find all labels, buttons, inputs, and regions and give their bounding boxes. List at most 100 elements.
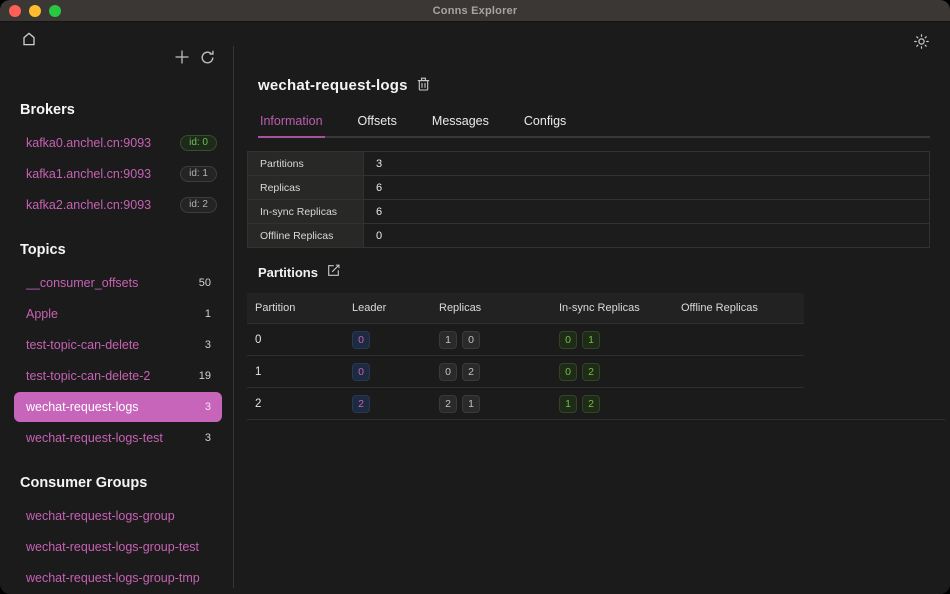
sidebar: Brokers kafka0.anchel.cn:9093 id: 0 kafk… bbox=[0, 22, 233, 594]
consumer-group-item[interactable]: wechat-request-logs-group bbox=[14, 501, 222, 531]
insync-replica-badge: 0 bbox=[559, 362, 577, 381]
partition-id: 0 bbox=[255, 333, 262, 346]
broker-name[interactable]: kafka1.anchel.cn:9093 bbox=[26, 167, 152, 181]
main-content: wechat-request-logs Information bbox=[234, 22, 950, 594]
leader-badge: 2 bbox=[352, 394, 370, 413]
topic-name[interactable]: __consumer_offsets bbox=[26, 276, 139, 290]
zoom-window-button[interactable] bbox=[49, 4, 61, 17]
consumer-group-name[interactable]: wechat-request-logs-group bbox=[26, 509, 175, 523]
insync-replica-badge: 1 bbox=[582, 330, 600, 349]
edit-square-icon bbox=[327, 264, 340, 280]
info-value: 3 bbox=[363, 151, 930, 176]
topic-partition-count: 50 bbox=[198, 277, 211, 289]
topic-title: wechat-request-logs bbox=[258, 77, 408, 94]
broker-id-badge: id: 2 bbox=[180, 197, 217, 213]
topic-item[interactable]: test-topic-can-delete 3 bbox=[14, 330, 222, 360]
replica-badge: 0 bbox=[439, 362, 457, 381]
replica-badge: 2 bbox=[462, 362, 480, 381]
traffic-lights bbox=[9, 0, 61, 21]
partitions-table-bottom-border bbox=[247, 419, 945, 420]
broker-item[interactable]: kafka1.anchel.cn:9093 id: 1 bbox=[14, 159, 222, 189]
topic-name[interactable]: wechat-request-logs bbox=[26, 400, 139, 414]
topic-header: wechat-request-logs bbox=[258, 77, 930, 94]
consumer-group-name[interactable]: wechat-request-logs-group-test bbox=[26, 540, 199, 554]
brokers-section-title: Brokers bbox=[20, 102, 75, 118]
topic-partition-count: 19 bbox=[198, 370, 211, 382]
replica-badge: 2 bbox=[439, 394, 457, 413]
insync-replica-badge: 0 bbox=[559, 330, 577, 349]
info-row: In-sync Replicas 6 bbox=[247, 199, 930, 224]
refresh-button[interactable] bbox=[200, 50, 215, 68]
consumer-group-item[interactable]: wechat-request-logs-group-test bbox=[14, 532, 222, 562]
broker-item[interactable]: kafka2.anchel.cn:9093 id: 2 bbox=[14, 190, 222, 220]
topic-item[interactable]: wechat-request-logs-test 3 bbox=[14, 423, 222, 453]
consumer-groups-section: Consumer Groups wechat-request-logs-grou… bbox=[0, 475, 233, 593]
topic-item[interactable]: test-topic-can-delete-2 19 bbox=[14, 361, 222, 391]
topic-name[interactable]: wechat-request-logs-test bbox=[26, 431, 163, 445]
close-window-button[interactable] bbox=[9, 4, 21, 17]
home-button[interactable] bbox=[21, 31, 37, 50]
info-value: 6 bbox=[363, 175, 930, 200]
info-row: Offline Replicas 0 bbox=[247, 223, 930, 248]
minimize-window-button[interactable] bbox=[29, 4, 41, 17]
partition-id: 1 bbox=[255, 365, 262, 378]
column-leader: Leader bbox=[352, 302, 387, 314]
home-icon bbox=[21, 31, 37, 50]
sidebar-toolbar bbox=[174, 49, 215, 68]
column-partition: Partition bbox=[255, 302, 296, 314]
topics-section-title: Topics bbox=[20, 242, 66, 258]
info-label: Replicas bbox=[247, 175, 364, 200]
add-connection-button[interactable] bbox=[174, 49, 190, 68]
offline-replicas-cell bbox=[673, 324, 804, 356]
insync-replica-badge: 2 bbox=[582, 362, 600, 381]
window-title: Conns Explorer bbox=[432, 4, 518, 17]
refresh-icon bbox=[200, 50, 215, 68]
topic-item-selected[interactable]: wechat-request-logs 3 bbox=[14, 392, 222, 422]
tab-offsets[interactable]: Offsets bbox=[356, 114, 399, 138]
leader-badge: 0 bbox=[352, 330, 370, 349]
offline-replicas-cell bbox=[673, 388, 804, 420]
consumer-group-item[interactable]: wechat-request-logs-group-tmp bbox=[14, 563, 222, 593]
topic-item[interactable]: __consumer_offsets 50 bbox=[14, 268, 222, 298]
topic-partition-count: 1 bbox=[204, 308, 211, 320]
broker-name[interactable]: kafka2.anchel.cn:9093 bbox=[26, 198, 152, 212]
tab-messages[interactable]: Messages bbox=[430, 114, 491, 138]
insync-replica-badge: 1 bbox=[559, 394, 577, 413]
titlebar: Conns Explorer bbox=[0, 0, 950, 22]
topics-section: Topics __consumer_offsets 50 Apple 1 tes… bbox=[0, 242, 233, 453]
column-insync-replicas: In-sync Replicas bbox=[559, 302, 640, 314]
consumer-group-name[interactable]: wechat-request-logs-group-tmp bbox=[26, 571, 200, 585]
partitions-section-header: Partitions bbox=[258, 264, 930, 280]
topic-name[interactable]: test-topic-can-delete-2 bbox=[26, 369, 151, 383]
consumer-groups-section-title: Consumer Groups bbox=[20, 475, 148, 491]
theme-toggle-button[interactable] bbox=[914, 34, 929, 52]
column-offline-replicas: Offline Replicas bbox=[681, 302, 758, 314]
tab-information[interactable]: Information bbox=[258, 114, 325, 138]
delete-topic-button[interactable] bbox=[417, 77, 430, 94]
partitions-table: Partition Leader Replicas In-sync Replic… bbox=[247, 293, 804, 419]
sun-icon bbox=[914, 34, 929, 52]
topic-name[interactable]: test-topic-can-delete bbox=[26, 338, 140, 352]
info-label: In-sync Replicas bbox=[247, 199, 364, 224]
info-row: Replicas 6 bbox=[247, 175, 930, 200]
column-replicas: Replicas bbox=[439, 302, 482, 314]
trash-icon bbox=[417, 77, 430, 94]
tab-configs[interactable]: Configs bbox=[522, 114, 568, 138]
partition-id: 2 bbox=[255, 397, 262, 410]
offline-replicas-cell bbox=[673, 356, 804, 388]
broker-item[interactable]: kafka0.anchel.cn:9093 id: 0 bbox=[14, 128, 222, 158]
topic-item[interactable]: Apple 1 bbox=[14, 299, 222, 329]
topic-partition-count: 3 bbox=[204, 339, 211, 351]
broker-id-badge: id: 1 bbox=[180, 166, 217, 182]
broker-name[interactable]: kafka0.anchel.cn:9093 bbox=[26, 136, 152, 150]
info-value: 6 bbox=[363, 199, 930, 224]
replica-badge: 1 bbox=[462, 394, 480, 413]
edit-partitions-button[interactable] bbox=[327, 264, 340, 280]
topic-name[interactable]: Apple bbox=[26, 307, 58, 321]
plus-icon bbox=[174, 49, 190, 68]
leader-badge: 0 bbox=[352, 362, 370, 381]
